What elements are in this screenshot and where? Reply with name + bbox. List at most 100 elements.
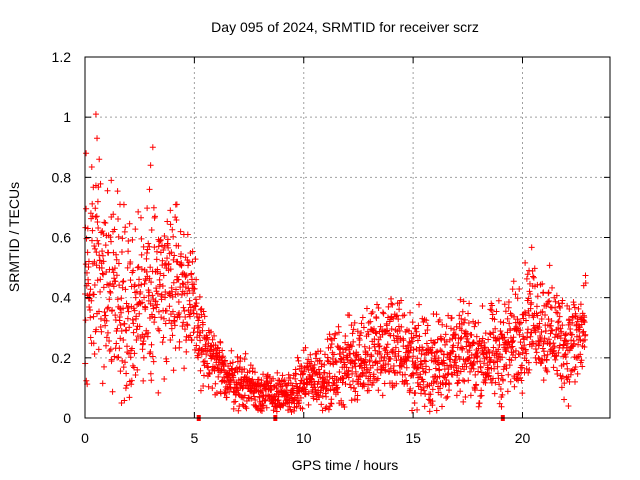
data-point — [574, 318, 581, 325]
data-point — [468, 351, 475, 358]
y-tick-label: 0.2 — [52, 350, 72, 366]
data-point — [448, 314, 455, 321]
data-point — [337, 345, 344, 352]
data-point — [514, 371, 521, 378]
data-point — [523, 317, 529, 324]
data-point — [516, 286, 523, 293]
data-point — [94, 237, 101, 244]
data-point — [203, 334, 210, 341]
data-point — [198, 311, 205, 318]
data-point — [519, 390, 526, 397]
data-point — [140, 243, 147, 250]
data-point — [477, 393, 484, 400]
data-point — [477, 364, 484, 371]
data-point — [160, 246, 167, 253]
data-point — [138, 214, 144, 221]
data-point — [260, 402, 267, 409]
data-point — [95, 240, 102, 247]
data-point — [122, 385, 129, 392]
data-point — [237, 355, 244, 362]
data-point — [452, 359, 459, 366]
data-point — [413, 328, 420, 335]
data-point — [292, 370, 299, 377]
data-point — [316, 357, 323, 364]
data-point — [195, 324, 202, 331]
data-point — [424, 322, 431, 329]
data-point — [209, 336, 216, 343]
data-point — [414, 406, 421, 413]
data-point — [92, 205, 99, 212]
data-point — [206, 370, 213, 377]
data-point — [346, 312, 353, 319]
data-point — [377, 323, 384, 330]
x-tick-label: 15 — [405, 430, 421, 446]
data-point — [376, 358, 383, 365]
data-point — [439, 321, 446, 328]
data-point — [472, 387, 479, 394]
data-point — [544, 368, 551, 375]
data-point — [473, 381, 480, 388]
data-point — [116, 313, 123, 320]
data-point — [170, 279, 177, 286]
data-point — [465, 377, 472, 384]
data-point — [412, 359, 419, 366]
data-point — [123, 370, 130, 377]
data-point — [156, 238, 163, 245]
chart-title: Day 095 of 2024, SRMTID for receiver scr… — [211, 19, 479, 35]
data-point — [375, 387, 382, 394]
data-point — [530, 273, 536, 280]
data-point — [168, 325, 175, 332]
data-point — [205, 340, 212, 347]
data-point — [102, 219, 109, 226]
data-point — [148, 227, 155, 234]
data-point — [553, 292, 560, 299]
data-point — [459, 308, 466, 315]
data-point — [182, 314, 189, 321]
data-point — [410, 346, 417, 353]
data-point — [352, 357, 359, 364]
data-point — [207, 343, 214, 350]
data-point — [386, 368, 393, 375]
data-point — [400, 361, 407, 368]
data-point — [177, 284, 184, 291]
data-point — [351, 385, 358, 392]
data-point — [181, 308, 188, 315]
data-point — [321, 351, 328, 358]
data-point — [120, 364, 127, 371]
data-point — [91, 350, 98, 357]
data-point — [421, 387, 428, 394]
data-point — [315, 378, 322, 385]
data-point — [370, 371, 377, 378]
data-point — [83, 377, 90, 384]
data-point — [132, 371, 139, 378]
data-point — [314, 381, 321, 388]
data-point — [171, 252, 178, 259]
data-point — [481, 345, 488, 352]
data-point — [517, 374, 524, 381]
data-point — [358, 329, 365, 336]
data-point — [505, 371, 512, 378]
data-point — [481, 339, 488, 346]
data-point — [394, 339, 401, 346]
data-point — [562, 353, 569, 360]
data-point — [491, 316, 498, 323]
data-point — [127, 277, 134, 284]
data-point — [337, 350, 344, 357]
data-point — [332, 330, 339, 337]
data-point — [517, 327, 524, 334]
data-point — [235, 391, 242, 398]
data-point — [99, 270, 106, 277]
data-point — [519, 364, 526, 371]
data-point — [395, 348, 402, 355]
data-point — [112, 316, 119, 323]
data-point — [126, 220, 133, 227]
data-point — [564, 340, 571, 347]
data-point — [257, 407, 264, 414]
data-point — [385, 361, 392, 368]
data-point — [87, 286, 94, 293]
data-point — [496, 351, 503, 358]
data-point — [185, 262, 192, 269]
data-point — [479, 335, 486, 342]
data-point — [497, 328, 504, 335]
data-point — [137, 288, 144, 295]
